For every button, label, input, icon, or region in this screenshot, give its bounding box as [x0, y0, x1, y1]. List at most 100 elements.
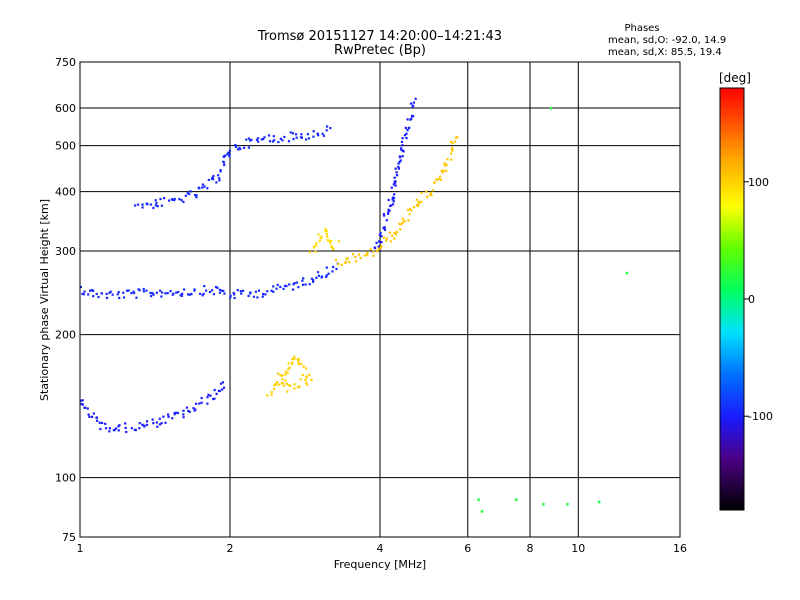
data-point	[260, 138, 263, 141]
data-point	[149, 291, 152, 295]
data-point	[282, 384, 286, 387]
data-point	[480, 510, 484, 513]
data-point	[212, 397, 215, 401]
data-point	[193, 289, 196, 292]
data-point	[264, 293, 267, 296]
data-point	[280, 382, 283, 385]
data-point	[104, 422, 107, 425]
data-point	[395, 230, 398, 234]
data-point	[222, 289, 225, 293]
data-point	[145, 420, 149, 423]
colorbar	[719, 87, 745, 511]
data-point	[152, 206, 155, 210]
data-point	[373, 246, 376, 249]
data-point	[393, 193, 396, 196]
data-point	[414, 97, 417, 100]
data-point	[295, 281, 299, 284]
data-point	[549, 107, 553, 110]
data-point	[198, 292, 202, 295]
data-point	[100, 292, 103, 295]
data-point	[79, 285, 82, 289]
data-point	[138, 427, 141, 430]
data-point	[387, 211, 390, 214]
data-point	[284, 370, 287, 373]
data-point	[218, 291, 222, 294]
data-point	[315, 276, 318, 279]
data-point	[398, 160, 401, 164]
data-point	[410, 209, 413, 212]
data-point	[284, 373, 287, 376]
data-point	[168, 199, 171, 202]
data-point	[354, 255, 357, 259]
data-point	[200, 396, 203, 400]
data-point	[136, 203, 140, 206]
data-point	[295, 136, 298, 139]
data-point	[184, 194, 187, 197]
data-point	[326, 235, 329, 238]
data-point	[407, 219, 410, 222]
data-point	[151, 418, 154, 421]
data-point	[99, 427, 102, 431]
data-point	[383, 214, 386, 217]
data-point	[293, 355, 296, 358]
data-point	[226, 153, 229, 156]
data-point	[450, 152, 453, 155]
data-point	[83, 406, 86, 409]
data-point	[81, 399, 84, 402]
data-point	[412, 115, 415, 118]
data-point	[176, 411, 179, 415]
y-tick-label: 75	[62, 531, 76, 544]
data-point	[257, 137, 260, 140]
data-point	[82, 293, 85, 296]
colorbar-tick-label: -100	[748, 410, 773, 423]
data-point	[182, 413, 185, 416]
data-point	[401, 149, 404, 152]
data-point	[431, 189, 435, 192]
data-point	[288, 366, 291, 369]
grid-layer	[80, 62, 680, 537]
data-point	[257, 289, 261, 292]
data-point	[430, 193, 433, 197]
data-point	[187, 293, 190, 296]
data-point	[318, 240, 321, 243]
data-point	[283, 135, 286, 139]
data-point	[383, 226, 386, 229]
data-point	[453, 140, 457, 143]
data-point	[213, 388, 216, 392]
y-tick-label: 750	[55, 56, 76, 69]
data-point	[261, 295, 264, 298]
data-point	[391, 203, 395, 206]
data-point	[233, 293, 236, 296]
data-point	[266, 290, 269, 293]
data-point	[117, 291, 120, 294]
data-point	[325, 230, 328, 233]
data-point	[312, 280, 315, 283]
data-point	[394, 180, 397, 183]
data-point	[101, 421, 104, 425]
data-point	[377, 240, 381, 243]
data-point	[391, 234, 394, 237]
data-point	[325, 274, 328, 277]
y-tick-label: 400	[55, 186, 76, 199]
data-point	[403, 219, 406, 222]
data-point	[393, 237, 396, 240]
data-point	[236, 148, 240, 151]
data-point	[335, 267, 338, 271]
data-point	[262, 137, 265, 141]
data-point	[95, 292, 98, 296]
data-point	[166, 292, 169, 295]
data-point	[393, 181, 397, 184]
data-point	[308, 283, 311, 286]
data-point	[450, 147, 454, 150]
data-point	[375, 241, 378, 244]
data-point	[403, 134, 407, 137]
data-point	[169, 290, 172, 293]
data-point	[325, 233, 328, 236]
data-point	[88, 415, 91, 418]
data-point	[320, 235, 323, 238]
data-point	[124, 426, 127, 430]
data-point	[87, 293, 90, 296]
data-point	[187, 409, 190, 413]
data-point	[445, 169, 448, 173]
data-point	[206, 402, 209, 405]
